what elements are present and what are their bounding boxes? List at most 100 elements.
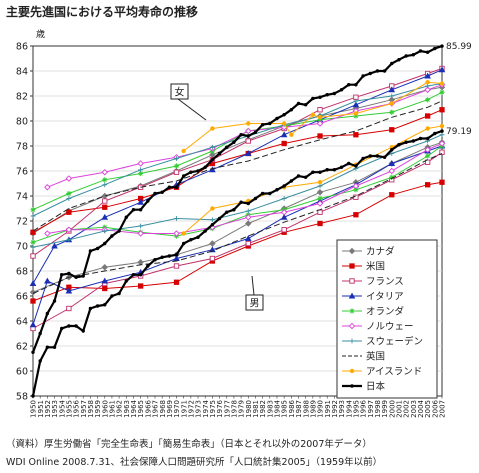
data-point xyxy=(325,168,329,172)
x-tick-label: 1996 xyxy=(360,399,368,417)
data-point xyxy=(389,192,395,198)
y-tick-label: 82 xyxy=(16,92,28,103)
data-point xyxy=(209,246,216,253)
data-point xyxy=(348,322,356,330)
data-point xyxy=(316,200,324,207)
data-point xyxy=(30,244,36,250)
data-point xyxy=(117,291,121,296)
data-point xyxy=(65,226,73,233)
data-point xyxy=(44,277,51,284)
data-point xyxy=(433,131,437,136)
x-tick-label: 1994 xyxy=(345,399,353,417)
data-point xyxy=(29,289,37,296)
data-point xyxy=(110,294,114,298)
data-point xyxy=(110,234,114,238)
data-point xyxy=(425,136,430,141)
data-point xyxy=(347,161,351,166)
data-point xyxy=(353,132,359,138)
data-point xyxy=(225,145,229,149)
data-point xyxy=(210,223,215,227)
data-point xyxy=(173,279,180,285)
data-point xyxy=(425,153,431,159)
data-point xyxy=(245,214,252,221)
data-point xyxy=(389,101,394,106)
x-tick-label: 2006 xyxy=(431,399,439,417)
legend-item: アイスランド xyxy=(342,367,422,378)
data-point xyxy=(439,132,445,138)
series-line xyxy=(32,100,443,232)
japan-male-end-label: 79.19 xyxy=(446,127,472,137)
data-point xyxy=(382,69,387,73)
data-point xyxy=(52,299,57,303)
data-point xyxy=(424,146,431,153)
x-tick-label: 1997 xyxy=(367,400,375,418)
data-point xyxy=(131,273,136,277)
data-point xyxy=(217,216,222,221)
x-tick-label: 1999 xyxy=(381,400,389,418)
data-point xyxy=(404,54,408,58)
data-point xyxy=(389,109,395,115)
data-point xyxy=(95,246,100,251)
female-annotation: 女 xyxy=(175,86,185,99)
x-tick-label: 1973 xyxy=(195,400,203,418)
data-point xyxy=(388,167,396,175)
x-tick-label: 1971 xyxy=(180,400,188,418)
data-point xyxy=(66,305,72,312)
data-point xyxy=(310,112,316,117)
x-tick-label: 2002 xyxy=(403,400,411,418)
data-point xyxy=(348,247,356,255)
data-point xyxy=(101,213,109,220)
data-point xyxy=(203,165,207,169)
x-axis-ticks: 1950 1951 1952 1953 1954 1955 1956 1957 1958 1959… xyxy=(30,396,447,418)
data-point xyxy=(253,130,258,134)
data-point xyxy=(52,345,57,349)
data-point xyxy=(439,89,445,95)
data-point xyxy=(102,204,108,210)
legend-item: スウェーデン xyxy=(342,336,423,348)
data-point xyxy=(332,91,337,96)
y-tick-label: 84 xyxy=(16,67,28,78)
data-point xyxy=(353,111,359,116)
data-point xyxy=(30,207,36,213)
x-tick-label: 1991 xyxy=(324,400,332,418)
legend-item: 英国 xyxy=(342,351,385,363)
chart-title: 主要先進国における平均寿命の推移 xyxy=(6,4,198,19)
data-point xyxy=(348,292,356,299)
data-point xyxy=(282,184,286,188)
data-point xyxy=(209,217,215,223)
series-group xyxy=(31,44,444,398)
y-tick-label: 76 xyxy=(16,167,28,178)
x-tick-label: 1974 xyxy=(202,399,210,417)
data-point xyxy=(349,263,355,269)
x-tick-label: 1958 xyxy=(87,400,95,418)
data-point xyxy=(289,108,294,112)
data-point xyxy=(317,220,323,227)
data-point xyxy=(153,191,157,196)
data-point xyxy=(225,210,229,214)
data-point xyxy=(209,240,216,247)
data-point xyxy=(289,179,294,183)
data-point xyxy=(361,156,365,161)
data-point xyxy=(317,133,323,139)
data-point xyxy=(268,121,272,126)
data-point xyxy=(160,190,164,194)
data-point xyxy=(209,144,215,150)
x-tick-label: 1995 xyxy=(352,400,360,418)
data-point xyxy=(146,264,150,268)
data-point xyxy=(411,53,415,57)
data-point xyxy=(210,126,215,131)
data-point xyxy=(88,306,93,311)
x-tick-label: 1984 xyxy=(274,399,282,417)
data-point xyxy=(246,121,251,126)
data-point xyxy=(275,188,279,192)
data-point xyxy=(424,182,431,188)
data-point xyxy=(425,50,430,54)
data-point xyxy=(268,191,272,196)
legend-label: カナダ xyxy=(366,246,395,258)
data-point xyxy=(353,187,359,193)
x-tick-label: 2003 xyxy=(410,400,418,418)
data-point xyxy=(280,131,288,138)
data-point xyxy=(174,156,179,161)
x-tick-label: 1963 xyxy=(123,400,131,418)
